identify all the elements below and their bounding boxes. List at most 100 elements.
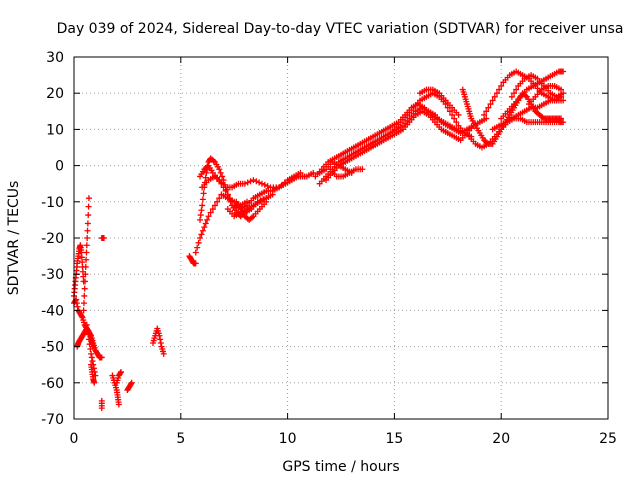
data-point xyxy=(310,169,317,176)
data-point xyxy=(83,242,90,249)
y-tick-label: -20 xyxy=(41,231,64,247)
y-tick-label: -40 xyxy=(41,303,64,319)
data-point xyxy=(86,341,93,348)
data-point xyxy=(453,119,460,126)
x-tick-label: 0 xyxy=(70,431,79,447)
data-point xyxy=(204,216,211,223)
data-point xyxy=(81,285,88,292)
data-point xyxy=(214,198,221,205)
data-point xyxy=(192,260,199,267)
data-point xyxy=(483,115,490,122)
data-point xyxy=(194,244,201,251)
data-point xyxy=(226,195,233,202)
data-point xyxy=(73,300,80,307)
data-point xyxy=(244,179,251,186)
y-tick-label: 30 xyxy=(46,50,64,66)
y-tick-label: 10 xyxy=(46,122,64,138)
series-arc-z xyxy=(417,86,462,118)
data-point xyxy=(261,181,268,188)
data-point xyxy=(127,381,134,388)
data-point xyxy=(558,115,565,122)
data-point xyxy=(202,220,209,227)
axis-ticks: 0 5 10 15 20 25 30 20 10 0 -10 -20 -30 -40 -50 -60 -70 xyxy=(41,50,617,447)
data-point xyxy=(88,354,95,361)
data-point xyxy=(160,350,167,357)
y-tick-label: 20 xyxy=(46,86,64,102)
series-arc-j xyxy=(124,379,135,394)
data-point xyxy=(83,321,90,328)
series-arc-dd xyxy=(498,68,567,122)
data-point xyxy=(359,166,366,173)
data-point xyxy=(207,209,214,216)
series-isolated-1 xyxy=(98,235,107,241)
data-point xyxy=(217,169,224,176)
series-arc-bb xyxy=(466,115,567,151)
data-point xyxy=(219,173,226,180)
data-point xyxy=(203,169,210,176)
x-tick-label: 25 xyxy=(599,431,617,447)
data-point xyxy=(128,379,135,386)
y-tick-label: 0 xyxy=(55,159,64,175)
series-arc-ff xyxy=(489,97,567,133)
data-point xyxy=(247,178,254,185)
data-point xyxy=(446,108,453,115)
data-point xyxy=(117,370,124,377)
series-arc-gg xyxy=(525,82,565,108)
data-point xyxy=(197,212,204,219)
data-point xyxy=(201,224,208,231)
data-point xyxy=(498,82,505,89)
data-point xyxy=(198,231,205,238)
x-tick-label: 10 xyxy=(279,431,297,447)
data-point xyxy=(218,180,225,187)
data-point xyxy=(263,198,270,205)
data-point xyxy=(455,111,462,118)
data-point xyxy=(256,179,263,186)
y-tick-label: -30 xyxy=(41,267,64,283)
data-point xyxy=(200,190,207,197)
data-point xyxy=(83,249,90,256)
data-point xyxy=(558,86,565,93)
data-point xyxy=(220,184,227,191)
data-point xyxy=(195,239,202,246)
data-point xyxy=(84,235,91,241)
data-point xyxy=(211,202,218,209)
data-point xyxy=(205,213,212,220)
data-point xyxy=(85,336,92,343)
data-point xyxy=(198,207,205,214)
data-point xyxy=(84,220,91,227)
data-point xyxy=(78,313,85,320)
series-arc-i xyxy=(113,368,124,386)
data-point xyxy=(241,180,248,187)
data-point xyxy=(209,206,216,213)
data-point xyxy=(89,358,96,365)
y-tick-label: -10 xyxy=(41,195,64,211)
series-arc-m xyxy=(192,191,251,256)
data-point xyxy=(199,202,206,209)
x-tick-label: 5 xyxy=(176,431,185,447)
data-point xyxy=(496,86,503,93)
data-point xyxy=(560,90,567,97)
data-point xyxy=(115,401,122,408)
data-point xyxy=(87,346,94,353)
data-point xyxy=(508,93,515,100)
data-point xyxy=(84,326,91,333)
data-point xyxy=(157,336,164,343)
x-tick-label: 15 xyxy=(385,431,403,447)
data-point xyxy=(199,196,206,203)
series-arc-a xyxy=(71,296,105,361)
data-markers xyxy=(71,68,567,412)
chart-title: Day 039 of 2024, Sidereal Day-to-day VTE… xyxy=(57,21,624,37)
data-point xyxy=(83,256,90,263)
series-arc-x xyxy=(327,166,366,180)
data-point xyxy=(81,292,88,299)
data-point xyxy=(157,339,164,346)
data-point xyxy=(483,108,490,115)
series-arc-k xyxy=(150,325,167,357)
data-point xyxy=(197,216,204,223)
grid-lines xyxy=(74,57,608,419)
data-point xyxy=(197,235,204,241)
series-arc-s xyxy=(297,169,317,180)
data-point xyxy=(493,90,500,97)
data-point xyxy=(199,227,206,234)
data-point xyxy=(85,331,92,338)
